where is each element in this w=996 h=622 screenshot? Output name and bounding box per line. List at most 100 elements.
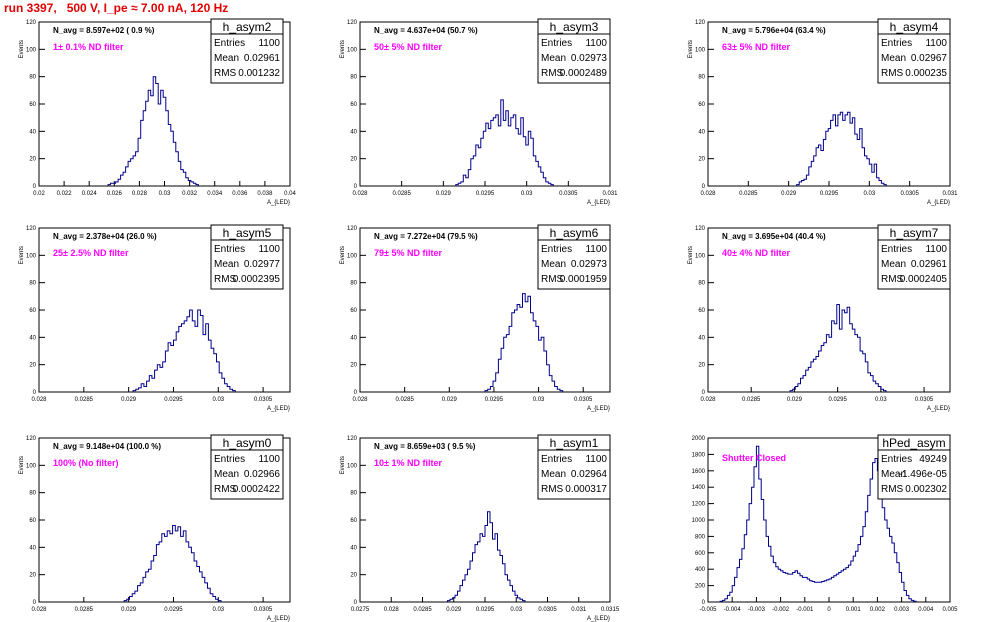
y-tick-label: 20 [29,363,36,369]
x-tick-label: 0.034 [207,191,223,197]
y-axis-title: Events [340,40,346,58]
x-tick-label: 0.028 [700,191,716,197]
x-tick-label: 0.028 [31,607,47,613]
stats-entries-value: 1100 [585,244,607,255]
y-tick-label: 1600 [692,469,706,475]
x-tick-label: 0.03 [533,397,545,403]
x-tick-label: 0.029 [436,191,452,197]
x-tick-label: 0.029 [446,607,462,613]
y-tick-label: 20 [350,157,357,163]
x-tick-label: 0.02 [33,191,45,197]
stats-mean-value: 0.02977 [244,259,281,270]
stats-entries-label: Entries [541,244,572,255]
histogram-panel-hPed_asym: 0 200 400 600 800 1000 1200 1400 1600 1800 2000 -0.… [692,434,958,613]
x-tick-label: 0.03 [875,397,887,403]
y-tick-label: 0 [702,600,706,606]
y-tick-label: 0 [33,184,37,190]
navg-label: N_avg = 4.637e+04 (50.7 %) [374,26,478,35]
y-tick-label: 1800 [692,452,706,458]
x-tick-label: 0.005 [942,607,958,613]
x-tick-label: -0.003 [748,607,766,613]
y-axis-title: Events [688,40,694,58]
x-tick-label: 0.0285 [392,191,411,197]
stats-title: h_asym3 [550,20,599,34]
stats-entries-label: Entries [881,244,912,255]
stats-mean-label: Mean [214,469,239,480]
histogram-line [132,309,236,392]
stats-entries-label: Entries [541,454,572,465]
x-tick-label: 0.0295 [164,607,183,613]
x-axis-title: A_{LED} [927,200,950,206]
stats-title: h_asym7 [890,226,939,240]
stats-rms-value: 0.0002395 [233,274,281,285]
histogram-line [107,76,199,186]
x-tick-label: 0.0285 [742,397,761,403]
stats-entries-label: Entries [881,454,912,465]
y-tick-label: 0 [354,390,358,396]
stats-rms-label: RMS [214,484,237,495]
x-tick-label: 0.028 [352,397,368,403]
x-tick-label: 0.026 [107,191,123,197]
histogram-line [123,525,222,602]
stats-box [877,18,951,84]
stats-entries-label: Entries [214,244,245,255]
stats-entries-value: 1100 [258,244,280,255]
stats-rms-value: 0.0002405 [900,274,948,285]
x-tick-label: 0.029 [787,397,803,403]
y-tick-label: 60 [29,102,36,108]
stats-box [210,434,284,500]
stats-rms-label: RMS [214,68,237,79]
stats-title: h_asym4 [890,20,939,34]
y-axis-title: Events [19,246,25,264]
histogram-line [455,99,554,186]
x-tick-label: 0.029 [121,607,137,613]
stats-mean-value: 0.02961 [911,259,948,270]
stats-mean-label: Mean [881,259,906,270]
y-tick-label: 60 [29,308,36,314]
stats-title: h_asym2 [223,20,272,34]
filter-note: Shutter Closed [722,453,786,463]
y-tick-label: 0 [33,600,37,606]
x-tick-label: -0.005 [699,607,717,613]
histogram-panel-h_asym0: 0 20 40 60 80 100 120 0.028 0.0285 0.029 0.0295 0.0… [19,434,291,622]
y-tick-label: 0 [354,600,358,606]
stats-title: hPed_asym [882,436,945,450]
stats-mean-label: Mean [881,53,906,64]
x-tick-label: 0.0305 [915,397,934,403]
stats-mean-value: -1.496e-05 [899,469,948,480]
y-tick-label: 400 [695,567,706,573]
y-tick-label: 60 [698,102,705,108]
stats-box [537,18,611,84]
stats-box [537,434,611,500]
stats-title: h_asym1 [550,436,599,450]
stats-rms-value: 0.0002422 [233,484,281,495]
navg-label: N_avg = 8.597e+02 ( 0.9 %) [53,26,155,35]
stats-mean-label: Mean [541,469,566,480]
stats-rms-value: 0.000235 [905,68,947,79]
filter-note: 10± 1% ND filter [374,458,442,468]
x-tick-label: 0.0305 [538,607,557,613]
x-tick-label: 0.031 [602,191,618,197]
navg-label: N_avg = 7.272e+04 (79.5 %) [374,232,478,241]
x-tick-label: 0.03 [212,607,224,613]
y-tick-label: 100 [695,253,706,259]
x-tick-label: 0.0285 [413,607,432,613]
y-tick-label: 80 [698,75,705,81]
stats-box [210,224,284,290]
y-tick-label: 120 [347,436,358,442]
histogram-panel-h_asym5: 0 20 40 60 80 100 120 0.028 0.0285 0.029 0.0295 0.0… [19,224,291,412]
stats-mean-value: 0.02961 [244,53,281,64]
histogram-line [796,111,887,186]
stats-box [210,18,284,84]
y-tick-label: 0 [702,390,706,396]
filter-note: 79± 5% ND filter [374,248,442,258]
x-tick-label: -0.002 [772,607,790,613]
x-tick-label: 0.0285 [75,397,94,403]
y-tick-label: 60 [29,518,36,524]
stats-rms-label: RMS [881,68,904,79]
y-tick-label: 40 [29,129,36,135]
x-tick-label: 0 [827,607,831,613]
x-tick-label: 0.024 [82,191,98,197]
stats-mean-label: Mean [214,53,239,64]
